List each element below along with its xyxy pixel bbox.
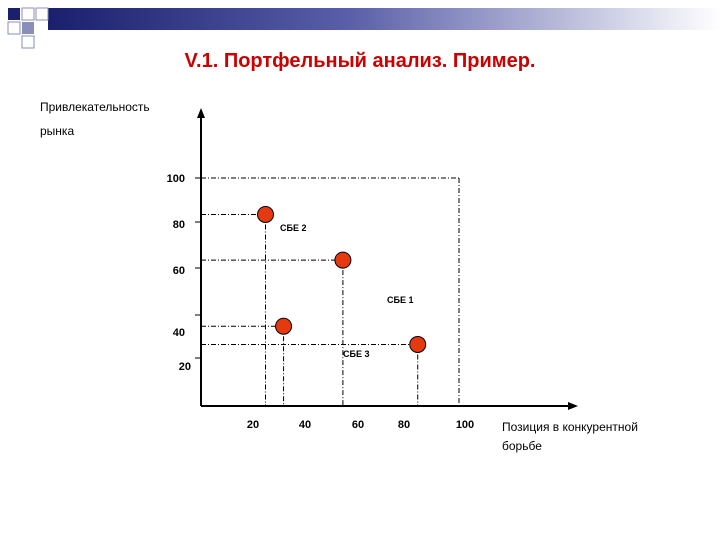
page-title: V.1. Портфельный анализ. Пример. bbox=[184, 50, 536, 72]
x-axis-label-line: Позиция в конкурентной bbox=[502, 420, 638, 434]
x-axis-label-line: борьбе bbox=[502, 439, 542, 453]
decor-square-5 bbox=[22, 22, 34, 34]
point-label-sbe1: СБЕ 1 bbox=[387, 295, 413, 305]
y-tick-label: 60 bbox=[173, 265, 185, 277]
y-axis-label-line: Привлекательность bbox=[40, 100, 150, 114]
scatter-point-4 bbox=[409, 335, 427, 353]
point-label-sbe3: СБЕ 3 bbox=[343, 349, 369, 359]
header-decoration bbox=[7, 7, 720, 49]
scatter-point-3 bbox=[275, 317, 293, 335]
scatter-point-0 bbox=[257, 205, 274, 223]
decor-square-2 bbox=[21, 7, 35, 21]
decor-square-3 bbox=[35, 7, 49, 21]
y-axis-label-line: рынка bbox=[40, 124, 75, 138]
y-axis-arrow bbox=[197, 108, 205, 118]
x-tick-label: 80 bbox=[398, 419, 410, 431]
point-label-sbe2: СБЕ 2 bbox=[280, 223, 306, 233]
x-tick-label: 60 bbox=[352, 419, 364, 431]
decor-square-1 bbox=[8, 8, 20, 20]
y-tick-label: 40 bbox=[173, 327, 185, 339]
x-axis-arrow bbox=[568, 402, 578, 410]
y-tick-label: 100 bbox=[167, 173, 185, 185]
header-gradient-band bbox=[48, 8, 720, 30]
scatter-point-1 bbox=[334, 251, 352, 269]
x-axis-label: Позиция в конкурентной борьбе bbox=[502, 418, 638, 456]
x-tick-label: 40 bbox=[299, 419, 311, 431]
decor-square-6 bbox=[21, 35, 35, 49]
y-tick-label: 20 bbox=[179, 361, 191, 373]
x-tick-label: 100 bbox=[456, 419, 474, 431]
x-tick-label: 20 bbox=[247, 419, 259, 431]
y-tick-label: 80 bbox=[173, 219, 185, 231]
y-axis-label: Привлекательность рынка bbox=[40, 95, 150, 143]
decor-square-4 bbox=[7, 21, 21, 35]
